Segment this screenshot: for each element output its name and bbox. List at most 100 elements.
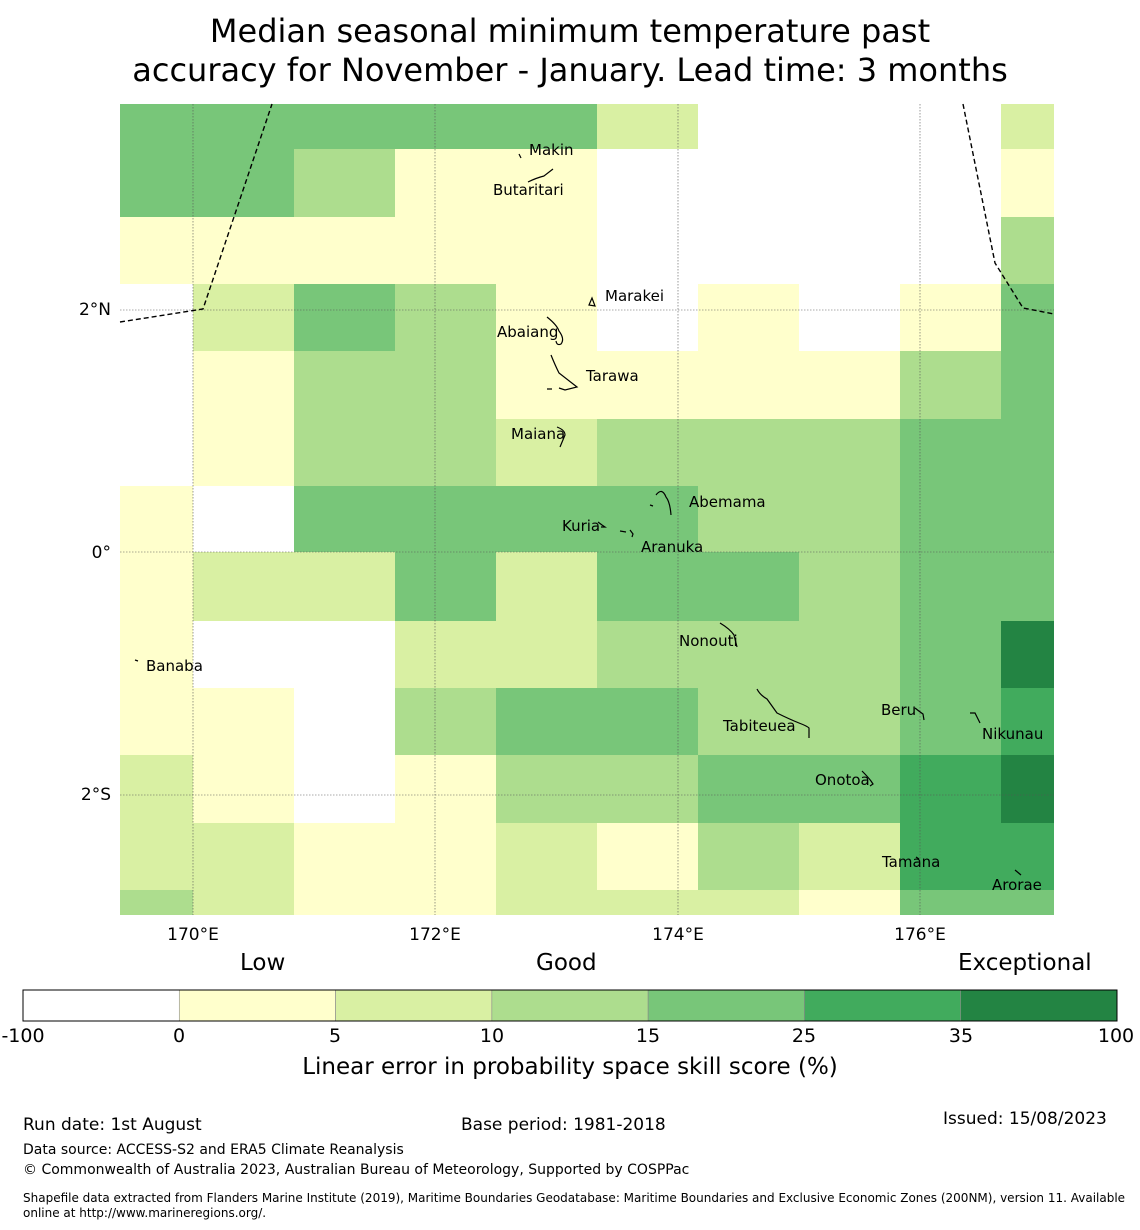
grid-cell — [294, 351, 395, 419]
grid-cell — [597, 351, 698, 419]
grid-cell — [900, 552, 1001, 621]
grid-cell — [496, 755, 597, 823]
island-shape-arorae — [1014, 869, 1022, 876]
eez-boundary-west — [119, 103, 273, 323]
lat-label-0: 0° — [92, 543, 111, 563]
lat-label-2s: 2°S — [81, 785, 111, 805]
grid-cell — [496, 486, 597, 552]
grid-cell — [799, 552, 900, 621]
eez-boundary-east — [962, 103, 1055, 315]
colorbar-low-label: Low — [240, 950, 286, 976]
graticule — [120, 104, 1054, 915]
grid-cell — [900, 419, 1001, 486]
grid-cell — [193, 486, 294, 552]
issued-date: Issued: 15/08/2023 — [943, 1109, 1107, 1129]
grid-cell — [193, 217, 294, 284]
grid-cell — [597, 486, 698, 552]
grid-cell — [395, 217, 496, 284]
colorbar-segment — [178, 989, 336, 1022]
grid-cell — [496, 552, 597, 621]
grid-cell — [799, 621, 900, 688]
grid-cell — [395, 284, 496, 351]
lon-label-170e: 170°E — [167, 925, 219, 945]
grid-cell — [193, 351, 294, 419]
island-labels: Makin Butaritari Marakei Abaiang Tarawa … — [146, 141, 1043, 894]
grid-cell — [1001, 104, 1054, 149]
grid-cell — [698, 890, 799, 915]
island-shape-butaritari — [527, 168, 554, 183]
island-shape-maiana — [556, 426, 566, 448]
colorbar-tick-100: 100 — [1097, 1025, 1135, 1047]
skill-grid-cells — [120, 104, 1054, 915]
grid-cell — [395, 890, 496, 915]
island-label-marakei: Marakei — [605, 287, 664, 305]
colorbar — [22, 989, 1118, 1022]
grid-cell — [294, 890, 395, 915]
island-label-tabiteuea: Tabiteuea — [722, 717, 796, 735]
grid-cell — [395, 104, 496, 149]
island-shape-onotoa — [861, 770, 874, 787]
grid-cell — [395, 823, 496, 890]
grid-cell — [799, 351, 900, 419]
colorbar-tick-15: 15 — [635, 1025, 661, 1047]
grid-cell — [395, 486, 496, 552]
grid-cell — [900, 890, 1001, 915]
data-source: Data source: ACCESS-S2 and ERA5 Climate … — [23, 1142, 404, 1158]
lon-label-172e: 172°E — [409, 925, 461, 945]
lon-label-176e: 176°E — [894, 925, 946, 945]
grid-cell — [120, 149, 193, 217]
grid-cell — [900, 755, 1001, 823]
grid-cell — [294, 552, 395, 621]
grid-cell — [120, 552, 193, 621]
grid-cell — [496, 890, 597, 915]
axis-labels: 2°N 0° 2°S 170°E 172°E 174°E 176°E — [79, 300, 946, 945]
colorbar-tick-35: 35 — [948, 1025, 974, 1047]
grid-cell — [698, 755, 799, 823]
grid-cell — [1001, 419, 1054, 486]
grid-cell — [597, 823, 698, 890]
colorbar-good-label: Good — [536, 950, 597, 976]
grid-cell — [698, 688, 799, 755]
colorbar-segment — [491, 989, 649, 1022]
island-label-tarawa: Tarawa — [585, 367, 639, 385]
colorbar-frame — [22, 989, 1118, 1022]
grid-cell — [294, 217, 395, 284]
grid-cell — [496, 823, 597, 890]
grid-cell — [698, 552, 799, 621]
grid-cell — [900, 217, 1001, 284]
grid-cell — [294, 621, 395, 688]
grid-cell — [193, 890, 294, 915]
grid-cell — [698, 486, 799, 552]
run-date: Run date: 1st August — [23, 1115, 202, 1135]
grid-cell — [193, 552, 294, 621]
island-shape-makin — [518, 153, 522, 159]
grid-cell — [698, 351, 799, 419]
island-label-butaritari: Butaritari — [493, 181, 564, 199]
island-label-maiana: Maiana — [511, 425, 565, 443]
grid-cell — [799, 688, 900, 755]
grid-cell — [496, 688, 597, 755]
grid-cell — [1001, 755, 1054, 823]
map-title-line-2: accuracy for November - January. Lead ti… — [132, 51, 1008, 89]
grid-cell — [900, 351, 1001, 419]
grid-cell — [597, 755, 698, 823]
island-shape-nikunau — [970, 712, 981, 724]
grid-cell — [1001, 284, 1054, 351]
grid-cell — [294, 284, 395, 351]
grid-cell — [120, 688, 193, 755]
island-label-onotoa: Onotoa — [815, 771, 870, 789]
grid-cell — [597, 552, 698, 621]
island-shape-kuria — [597, 521, 607, 528]
colorbar-tick-25: 25 — [791, 1025, 817, 1047]
grid-cell — [120, 217, 193, 284]
colorbar-tick-10: 10 — [479, 1025, 505, 1047]
grid-cell — [496, 284, 597, 351]
grid-cell — [900, 149, 1001, 217]
grid-cell — [698, 217, 799, 284]
island-label-kuria: Kuria — [562, 517, 600, 535]
island-label-makin: Makin — [529, 141, 574, 159]
base-period: Base period: 1981-2018 — [461, 1115, 666, 1135]
grid-cell — [120, 823, 193, 890]
grid-cell — [698, 149, 799, 217]
grid-cell — [395, 149, 496, 217]
